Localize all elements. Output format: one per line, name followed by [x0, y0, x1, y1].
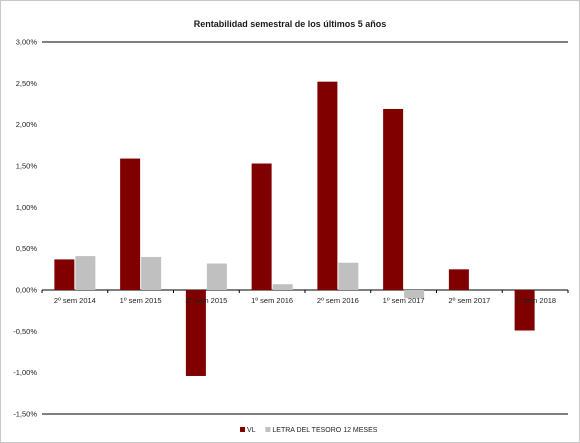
chart-title: Rentabilidad semestral de los últimos 5 …	[194, 19, 387, 29]
legend-label-letra: LETRA DEL TESORO 12 MESES	[272, 427, 377, 434]
axes: 3,00% 2,50% 2,00% 1,50% 1,00% 0,50% 0,00% -0,50…	[13, 38, 568, 419]
y-tick-label: 1,00%	[16, 203, 38, 212]
category-labels: 2º sem 2014 1º sem 2015 2º sem 2015 1º sem …	[41, 290, 569, 305]
x-category-label: 1º sem 2017	[383, 296, 425, 305]
bar-vl-7	[514, 290, 535, 331]
x-category-label: 1º sem 2018	[514, 296, 556, 305]
y-tick-label: 2,50%	[16, 79, 38, 88]
y-tick-label: -0,50%	[13, 327, 37, 336]
bar-vl-6	[448, 269, 469, 290]
bar-vl-2	[185, 290, 206, 376]
x-category-label: 2º sem 2016	[317, 296, 359, 305]
bar-letra-1	[141, 256, 162, 290]
bar-vl-3	[251, 163, 272, 290]
bar-vl-4	[317, 81, 338, 291]
bar-letra-3	[272, 284, 293, 290]
bar-letra-0	[75, 256, 96, 290]
bar-letra-4	[338, 262, 359, 290]
legend-label-vl: VL	[247, 427, 256, 434]
x-category-label: 1º sem 2015	[120, 296, 162, 305]
y-tick-label: 2,00%	[16, 120, 38, 129]
legend-swatch-letra	[265, 427, 271, 432]
bar-letra-5	[404, 290, 425, 299]
x-category-label: 2º sem 2014	[54, 296, 96, 305]
y-tick-label: 0,00%	[16, 286, 38, 295]
x-category-label: 2º sem 2017	[448, 296, 490, 305]
x-category-label: 1º sem 2016	[251, 296, 293, 305]
y-tick-label: 1,50%	[16, 162, 38, 171]
bars	[54, 81, 535, 376]
bar-vl-1	[120, 158, 141, 290]
bar-vl-0	[54, 259, 75, 290]
y-tick-label: -1,50%	[13, 410, 37, 419]
y-tick-label: -1,00%	[13, 368, 37, 377]
bar-vl-5	[383, 108, 404, 291]
x-category-label: 2º sem 2015	[185, 296, 227, 305]
bar-letra-2	[206, 263, 227, 290]
y-tick-label: 0,50%	[16, 244, 38, 253]
legend: VL LETRA DEL TESORO 12 MESES	[240, 427, 378, 434]
y-tick-label: 3,00%	[16, 38, 38, 47]
legend-swatch-vl	[240, 427, 245, 432]
